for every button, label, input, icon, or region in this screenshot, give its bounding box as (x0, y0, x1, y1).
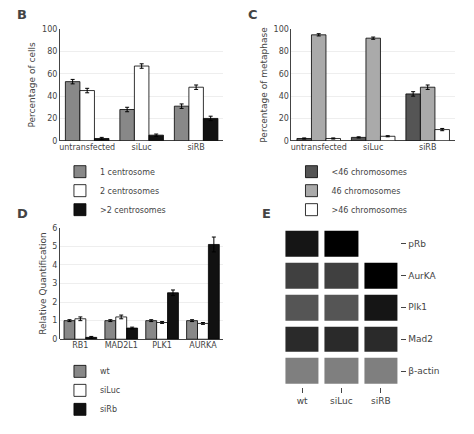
svg-text:siRB: siRB (187, 143, 204, 152)
svg-text:Mad2: Mad2 (408, 334, 433, 344)
svg-text:46 chromosomes: 46 chromosomes (331, 187, 400, 196)
svg-text:untransfected: untransfected (291, 143, 347, 152)
svg-text:wt: wt (297, 396, 308, 406)
svg-text:40: 40 (279, 92, 289, 101)
svg-text:Plk1: Plk1 (408, 302, 427, 312)
svg-text:1: 1 (52, 316, 57, 325)
svg-text:B: B (17, 7, 27, 22)
svg-text:40: 40 (47, 92, 57, 101)
svg-text:>2 centrosomes: >2 centrosomes (100, 206, 166, 215)
svg-text:20: 20 (47, 114, 57, 123)
svg-text:<46 chromosomes: <46 chromosomes (331, 168, 407, 177)
svg-text:siLuc: siLuc (100, 386, 120, 395)
svg-text:60: 60 (47, 70, 57, 79)
svg-text:5: 5 (52, 242, 57, 251)
svg-text:MAD2L1: MAD2L1 (105, 341, 138, 350)
svg-text:>46 chromosomes: >46 chromosomes (331, 206, 407, 215)
svg-text:Percentage of cells: Percentage of cells (27, 42, 37, 128)
svg-text:0: 0 (52, 335, 57, 344)
svg-text:siRb: siRb (100, 405, 117, 414)
svg-text:2 centrosomes: 2 centrosomes (100, 187, 159, 196)
svg-text:Relative Quantification: Relative Quantification (38, 232, 48, 335)
svg-text:β-actin: β-actin (408, 366, 439, 376)
svg-text:80: 80 (279, 47, 289, 56)
svg-text:4: 4 (52, 261, 57, 270)
svg-text:RB1: RB1 (72, 341, 88, 350)
svg-text:80: 80 (47, 47, 57, 56)
svg-text:2: 2 (52, 298, 57, 307)
svg-text:siRB: siRB (419, 143, 436, 152)
svg-text:20: 20 (279, 114, 289, 123)
svg-text:wt: wt (100, 367, 110, 376)
svg-text:untransfected: untransfected (59, 143, 115, 152)
svg-text:D: D (17, 206, 28, 221)
svg-text:100: 100 (274, 25, 289, 34)
svg-text:pRb: pRb (408, 239, 426, 249)
svg-text:siRB: siRB (371, 396, 391, 406)
svg-text:siLuc: siLuc (363, 143, 383, 152)
svg-text:6: 6 (52, 224, 57, 233)
svg-text:E: E (262, 206, 271, 221)
svg-text:3: 3 (52, 279, 57, 288)
svg-text:PLK1: PLK1 (152, 341, 172, 350)
svg-text:Percentage of metaphase: Percentage of metaphase (259, 27, 269, 143)
svg-text:0: 0 (52, 137, 57, 146)
svg-text:siLuc: siLuc (132, 143, 152, 152)
svg-text:1 centrosome: 1 centrosome (100, 168, 155, 177)
svg-text:AURKA: AURKA (189, 341, 217, 350)
svg-text:AurKA: AurKA (408, 271, 436, 281)
svg-text:100: 100 (42, 25, 57, 34)
svg-text:C: C (248, 7, 258, 22)
svg-text:siLuc: siLuc (330, 396, 353, 406)
svg-text:60: 60 (279, 70, 289, 79)
svg-text:0: 0 (284, 137, 289, 146)
